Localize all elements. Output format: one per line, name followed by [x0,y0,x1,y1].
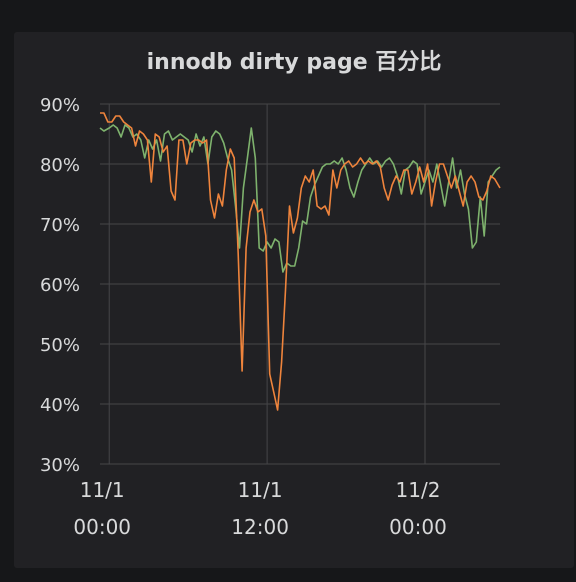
series-line-2[interactable] [100,112,501,411]
x-tick-time: 12:00 [231,515,289,539]
series-lines[interactable] [99,112,501,411]
graph-panel: innodb dirty page 百分比 30% 40% 50% 60% 70% 80%… [14,32,574,568]
panel-title[interactable]: innodb dirty page 百分比 [146,50,442,75]
y-tick-label: 80% [40,155,80,176]
x-tick-time: 00:00 [389,515,447,539]
x-tick-time: 00:00 [73,515,131,539]
y-tick-label: 30% [40,455,80,476]
gridlines [100,103,500,465]
series-line-1[interactable] [99,124,501,273]
y-tick-label: 70% [40,215,80,236]
y-axis-ticks: 30% 40% 50% 60% 70% 80% 90% [40,95,80,476]
x-axis-ticks: 11/1 00:00 11/1 12:00 11/2 00:00 [73,478,446,539]
line-chart: 30% 40% 50% 60% 70% 80% 90% 11/1 00:00 11/1 12:00… [40,95,501,539]
x-tick-date: 11/1 [80,478,125,502]
x-tick-date: 11/1 [238,478,283,502]
x-tick-date: 11/2 [396,478,441,502]
y-tick-label: 40% [40,395,80,416]
y-tick-label: 90% [40,95,80,116]
y-tick-label: 50% [40,335,80,356]
y-tick-label: 60% [40,275,80,296]
